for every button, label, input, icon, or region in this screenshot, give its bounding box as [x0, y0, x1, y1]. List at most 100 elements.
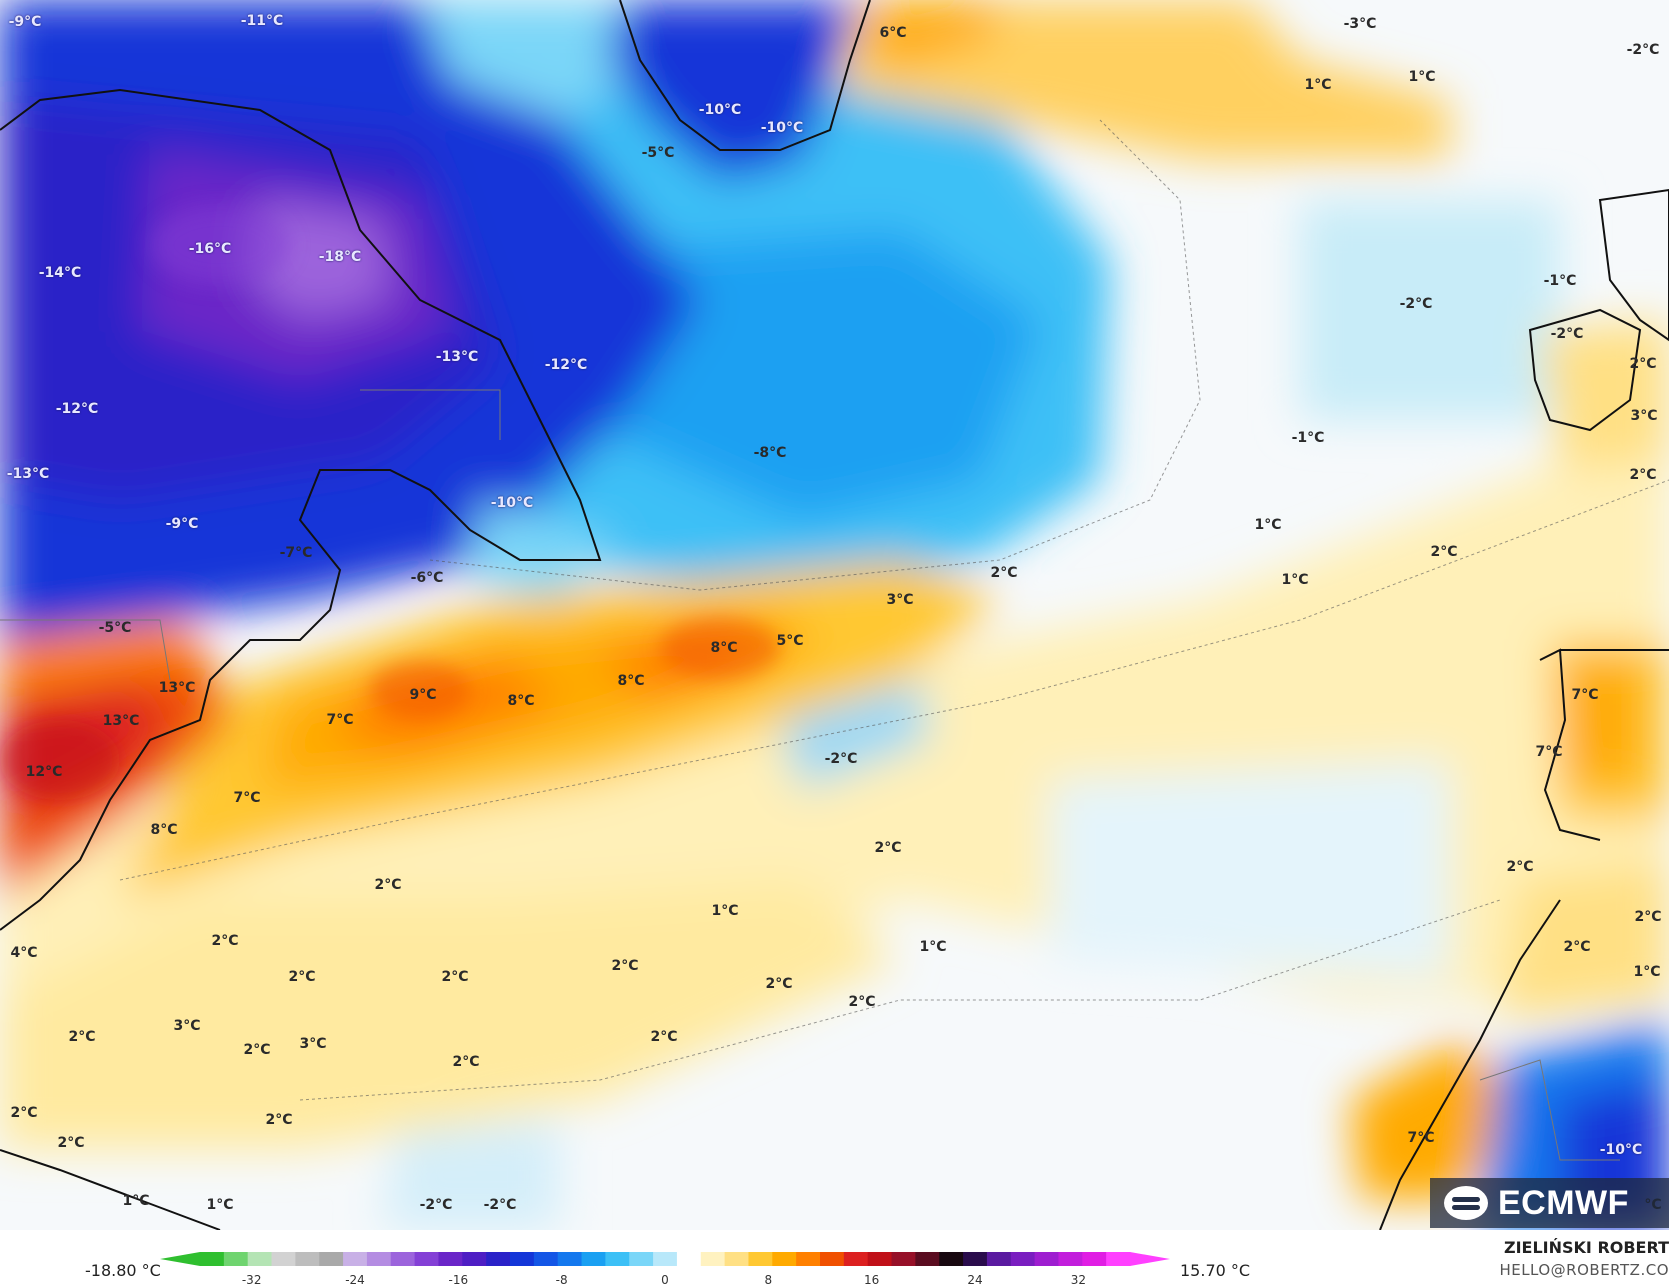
temperature-label: -2°C: [1399, 296, 1433, 312]
ecmwf-logo: ECMWF: [1430, 1178, 1669, 1228]
colorbar-tick-label: -32: [241, 1273, 262, 1287]
colorbar-cell: [1010, 1252, 1036, 1266]
colorbar-cell: [843, 1252, 869, 1266]
author-email: HELLO@ROBERTZ.CO: [1499, 1261, 1669, 1279]
temperature-label: -16°C: [188, 241, 232, 257]
temperature-label: -5°C: [641, 145, 675, 161]
temperature-label: 7°C: [1407, 1130, 1435, 1146]
colorbar-cell: [438, 1252, 463, 1266]
temperature-label: 2°C: [611, 958, 639, 974]
temperature-label: -9°C: [8, 14, 42, 30]
temperature-label: 2°C: [1634, 909, 1662, 925]
temperature-label: 3°C: [299, 1036, 327, 1052]
temperature-label: -14°C: [38, 265, 82, 281]
temperature-label: 8°C: [617, 673, 645, 689]
temperature-label: 13°C: [158, 680, 196, 696]
colorbar-max-arrow: [1130, 1252, 1170, 1266]
colorbar-cell: [986, 1252, 1012, 1266]
temperature-label: 3°C: [173, 1018, 201, 1034]
colorbar-cell: [629, 1252, 654, 1266]
temperature-label: -8°C: [753, 445, 787, 461]
colorbar-cell: [748, 1252, 773, 1266]
temperature-label: -5°C: [98, 620, 132, 636]
temperature-label: -12°C: [544, 357, 588, 373]
temperature-label: -10°C: [698, 102, 742, 118]
borders: [0, 389, 1620, 1161]
colorbar-cell: [223, 1252, 249, 1266]
colorbar-cell: [653, 1252, 678, 1266]
temperature-label: -2°C: [1626, 42, 1660, 58]
ecmwf-logo-text: ECMWF: [1498, 1183, 1629, 1222]
colorbar-svg: [160, 1252, 1170, 1266]
ecmwf-logo-icon: [1444, 1186, 1488, 1220]
temperature-label: -9°C: [165, 516, 199, 532]
colorbar-cell: [343, 1252, 368, 1266]
temperature-label: 2°C: [68, 1029, 96, 1045]
temperature-label: 6°C: [879, 25, 907, 41]
temperature-label: 7°C: [1535, 744, 1563, 760]
colorbar-cell: [557, 1252, 583, 1266]
temperature-label: -2°C: [419, 1197, 453, 1213]
temperature-label: -1°C: [1543, 273, 1577, 289]
colorbar-cell: [390, 1252, 416, 1266]
temperature-label: -10°C: [760, 120, 804, 136]
temperature-label: 2°C: [441, 969, 469, 985]
colorbar-cell: [891, 1252, 916, 1266]
temperature-label: 1°C: [206, 1197, 234, 1213]
temperature-label: 2°C: [1430, 544, 1458, 560]
colorbar: [160, 1249, 1170, 1273]
map-canvas: [0, 0, 1669, 1230]
temperature-label: -2°C: [483, 1197, 517, 1213]
temperature-label: 2°C: [10, 1105, 38, 1121]
colorbar-cell: [939, 1252, 964, 1266]
colorbar-cell: [533, 1252, 559, 1266]
temperature-label: -6°C: [410, 570, 444, 586]
temperature-label: 8°C: [710, 640, 738, 656]
temperature-detail: [0, 205, 780, 800]
temperature-label: 1°C: [1281, 572, 1309, 588]
colorbar-cell: [1034, 1252, 1059, 1266]
coastlines: [0, 0, 1669, 1230]
colorbar-cell: [915, 1252, 940, 1266]
colorbar-tick-label: 0: [661, 1273, 669, 1287]
temperature-label: 3°C: [1630, 408, 1658, 424]
temperature-label: -13°C: [435, 349, 479, 365]
temperature-label: -3°C: [1343, 16, 1377, 32]
temperature-label: 2°C: [211, 933, 239, 949]
temperature-label: 1°C: [1408, 69, 1436, 85]
temperature-label: 2°C: [650, 1029, 678, 1045]
temperature-label: 2°C: [990, 565, 1018, 581]
temperature-label: 2°C: [1629, 356, 1657, 372]
temperature-label: 8°C: [150, 822, 178, 838]
temperature-label: -13°C: [6, 466, 50, 482]
temperature-label: 2°C: [374, 877, 402, 893]
temperature-anomaly-map: -9°C -11°C 6°C -3°C -2°C 1°C 1°C -10°C -10°C -5°C…: [0, 0, 1669, 1230]
legend-max-value: 15.70 °C: [1180, 1261, 1251, 1280]
temperature-label: 2°C: [848, 994, 876, 1010]
colorbar-cell: [366, 1252, 392, 1266]
temperature-label: -18°C: [318, 249, 362, 265]
temperature-label: -11°C: [240, 13, 284, 29]
temperature-label: 2°C: [1563, 939, 1591, 955]
colorbar-cell: [867, 1252, 893, 1266]
temperature-label: 1°C: [919, 939, 947, 955]
colorbar-cell: [963, 1252, 988, 1266]
temperature-label: 4°C: [10, 945, 38, 961]
colorbar-cell: [676, 1252, 702, 1266]
temperature-label: 13°C: [102, 713, 140, 729]
temperature-label: 9°C: [409, 687, 437, 703]
colorbar-cell: [200, 1252, 225, 1266]
temperature-label: 1°C: [122, 1193, 150, 1209]
colorbar-cell: [605, 1252, 630, 1266]
author-name: ZIELIŃSKI ROBERT: [1503, 1238, 1669, 1257]
temperature-label: 8°C: [507, 693, 535, 709]
temperature-label: -7°C: [279, 545, 313, 561]
temperature-label: 2°C: [452, 1054, 480, 1070]
temperature-label: 2°C: [243, 1042, 271, 1058]
contour-lines: [119, 119, 1669, 1101]
temperature-label: -12°C: [55, 401, 99, 417]
colorbar-min-arrow: [160, 1252, 200, 1266]
temperature-label: 5°C: [776, 633, 804, 649]
temperature-label: 2°C: [288, 969, 316, 985]
colorbar-cell: [796, 1252, 821, 1266]
